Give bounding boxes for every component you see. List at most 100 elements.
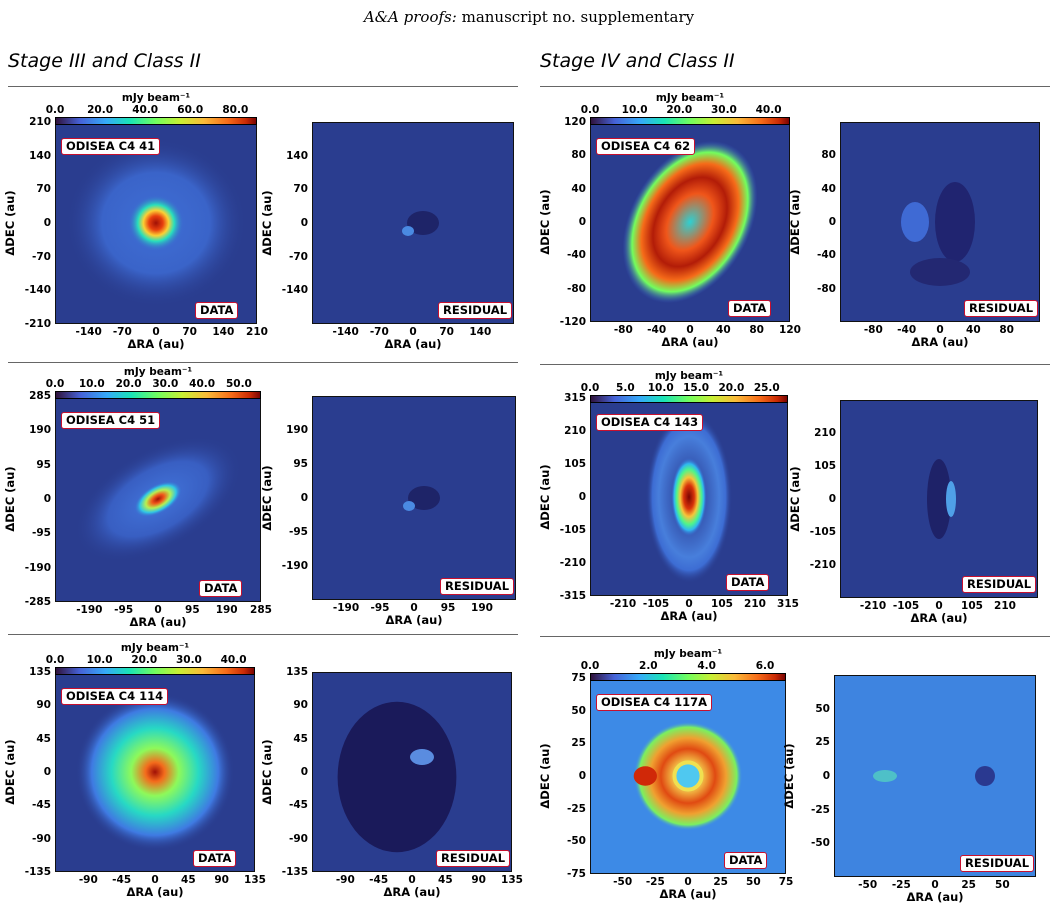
- y-tick-label: 70: [36, 183, 51, 196]
- x-tick-label: 190: [471, 602, 493, 614]
- y-tick-label: -90: [289, 832, 308, 845]
- colorbar-tick-label: 30.0: [152, 378, 179, 390]
- x-tick-label: 0: [684, 876, 692, 888]
- y-tick-label: 25: [815, 736, 830, 749]
- y-tick-label: -40: [817, 249, 836, 262]
- separator: [8, 634, 518, 635]
- y-tick-label: -80: [567, 282, 586, 295]
- y-tick-label: -135: [281, 866, 308, 878]
- colorbar-tick-label: 2.0: [639, 660, 658, 672]
- x-tick-label: 210: [246, 326, 268, 338]
- y-tick-label: 80: [571, 149, 586, 162]
- colorbar-tick-label: 20.0: [115, 378, 142, 390]
- data-tag: DATA: [724, 852, 768, 869]
- x-tick-label: 0: [936, 324, 944, 336]
- x-axis-label: ΔRA (au): [384, 337, 442, 351]
- y-tick-label: -140: [24, 284, 51, 297]
- disk-emission-image: [74, 436, 242, 562]
- x-tick-label: -70: [369, 326, 389, 338]
- x-tick-label: -210: [609, 598, 637, 610]
- y-tick-label: 210: [29, 116, 51, 128]
- x-tick-label: -190: [76, 604, 103, 616]
- source-name-label: ODISEA C4 41: [61, 138, 161, 155]
- data-panel: [55, 672, 255, 872]
- x-tick-label: 80: [999, 324, 1014, 336]
- x-tick-label: -90: [78, 874, 98, 886]
- y-tick-label: 80: [821, 149, 836, 162]
- residual-tag: RESIDUAL: [440, 578, 515, 595]
- x-axis-label: ΔRA (au): [127, 337, 185, 351]
- colorbar-tick-label: 40.0: [755, 104, 782, 116]
- colorbar: [55, 117, 257, 125]
- colorbar-tick-label: 20.0: [131, 654, 158, 666]
- x-tick-label: 135: [501, 874, 523, 886]
- y-tick-label: -120: [559, 316, 586, 328]
- x-tick-label: -80: [863, 324, 883, 336]
- colorbar-tick-label: 10.0: [86, 654, 113, 666]
- left-column-title: Stage III and Class II: [8, 50, 201, 72]
- residual-image: [927, 459, 956, 539]
- y-axis-label: ΔDEC (au): [782, 743, 796, 809]
- x-axis-label: ΔRA (au): [910, 611, 968, 625]
- y-tick-label: 40: [821, 182, 836, 195]
- colorbar-tick-label: 20.0: [87, 104, 114, 116]
- y-tick-label: 105: [564, 458, 586, 470]
- y-axis-label: ΔDEC (au): [538, 464, 552, 530]
- y-tick-label: 25: [571, 737, 586, 750]
- x-tick-label: -45: [369, 874, 389, 886]
- right-column-title: Stage IV and Class II: [540, 50, 735, 72]
- y-tick-label: 0: [300, 766, 308, 778]
- y-tick-label: -315: [559, 590, 586, 602]
- x-tick-label: 190: [215, 604, 238, 616]
- y-tick-label: 0: [828, 216, 836, 228]
- source-name-label: ODISEA C4 114: [61, 688, 169, 705]
- x-tick-label: 315: [777, 598, 799, 610]
- y-tick-label: -80: [817, 282, 836, 295]
- x-tick-label: 0: [410, 602, 418, 614]
- y-tick-label: -105: [559, 524, 586, 536]
- colorbar-tick-label: 0.0: [580, 104, 600, 116]
- y-axis-label: ΔDEC (au): [538, 189, 552, 255]
- x-tick-label: 75: [778, 876, 794, 888]
- y-tick-label: 95: [293, 458, 308, 470]
- x-tick-label: 25: [713, 876, 728, 888]
- residual-image: [402, 211, 439, 236]
- y-tick-label: -210: [24, 318, 51, 330]
- y-axis-label: ΔDEC (au): [788, 189, 802, 255]
- colorbar: [55, 391, 261, 399]
- separator: [540, 86, 1050, 87]
- x-tick-label: 90: [471, 874, 486, 886]
- x-tick-label: -25: [891, 879, 911, 891]
- residual-panel: [840, 122, 1040, 322]
- y-axis-label: ΔDEC (au): [260, 190, 274, 256]
- colorbar-unit-label: mJy beam⁻¹: [120, 642, 190, 654]
- residual-image: [835, 676, 1035, 876]
- residual-panel: [312, 396, 516, 600]
- x-tick-label: 135: [244, 874, 266, 886]
- x-tick-label: 0: [151, 874, 159, 886]
- y-tick-label: -75: [567, 868, 586, 880]
- x-tick-label: -105: [642, 598, 670, 610]
- separator: [8, 362, 518, 363]
- y-tick-label: 120: [564, 116, 586, 128]
- y-tick-label: 75: [571, 672, 586, 684]
- residual-panel: [834, 675, 1036, 877]
- x-tick-label: -210: [859, 600, 887, 612]
- colorbar-tick-label: 0.0: [45, 104, 65, 116]
- y-tick-label: -140: [281, 284, 308, 297]
- source-name-label: ODISEA C4 62: [596, 138, 696, 155]
- y-tick-label: 315: [564, 392, 586, 404]
- x-tick-label: 70: [439, 326, 454, 338]
- x-tick-label: 0: [685, 598, 693, 610]
- x-tick-label: 140: [212, 326, 235, 338]
- x-tick-label: 95: [440, 602, 456, 614]
- y-tick-label: 0: [578, 770, 586, 782]
- y-tick-label: 0: [300, 492, 308, 504]
- page-header: A&A proofs: manuscript no. supplementary: [0, 8, 1058, 26]
- residual-panel: [312, 122, 514, 324]
- disk-emission-image: [645, 410, 733, 584]
- x-tick-label: -25: [645, 876, 665, 888]
- y-tick-label: -40: [567, 249, 586, 262]
- colorbar-tick-label: 20.0: [718, 382, 745, 394]
- y-tick-label: 135: [286, 666, 308, 678]
